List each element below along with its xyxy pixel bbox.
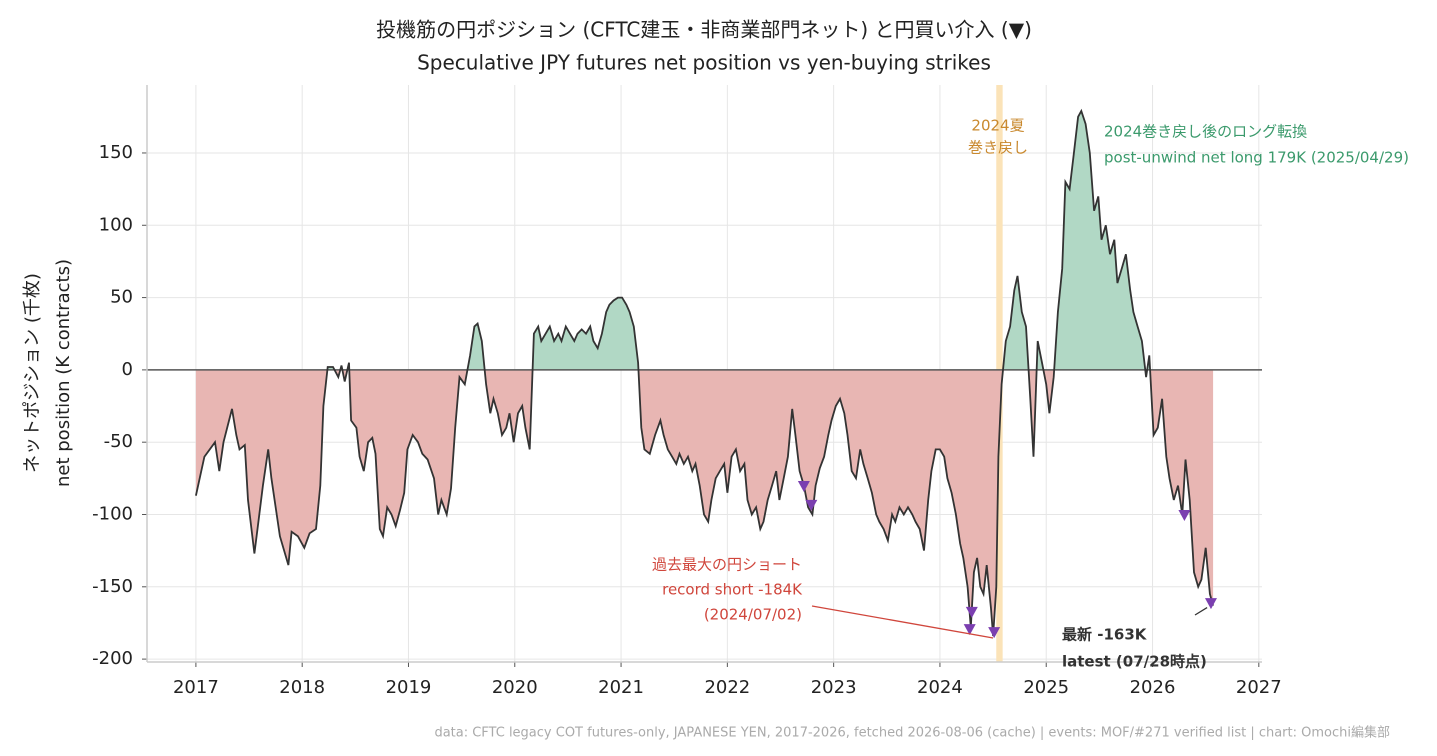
annotation: record short -184K xyxy=(662,581,803,599)
x-tick-label: 2022 xyxy=(704,677,750,698)
y-axis-label: net position (K contracts) xyxy=(53,259,74,487)
strike-marker xyxy=(1178,509,1191,521)
line xyxy=(195,108,1214,637)
strike-marker xyxy=(963,624,976,636)
annotation: 巻き戻し xyxy=(968,139,1028,157)
y-tick-label: -100 xyxy=(92,503,133,524)
x-tick-label: 2017 xyxy=(173,677,219,698)
annotation: 過去最大の円ショート xyxy=(652,556,802,574)
y-tick-label: -200 xyxy=(92,648,133,669)
annotation: (2024/07/02) xyxy=(704,606,802,624)
strike-marker xyxy=(1204,598,1217,610)
x-tick-label: 2021 xyxy=(598,677,644,698)
annotation-arrow xyxy=(811,605,994,639)
annotation: latest (07/28時点) xyxy=(1062,653,1207,671)
y-axis-label: ネットポジション (千枚) xyxy=(22,273,43,473)
y-tick-label: -50 xyxy=(104,431,133,452)
strike-marker xyxy=(988,627,1001,639)
area-positive xyxy=(327,111,1151,370)
strike-marker xyxy=(965,606,978,618)
x-tick-label: 2020 xyxy=(492,677,538,698)
annotation: 最新 -163K xyxy=(1062,626,1148,644)
y-tick-label: -150 xyxy=(92,576,133,597)
x-tick-label: 2019 xyxy=(386,677,432,698)
x-tick-label: 2027 xyxy=(1236,677,1282,698)
y-tick-label: 0 xyxy=(122,359,133,380)
y-tick-label: 100 xyxy=(99,214,133,235)
chart-title: 投機筋の円ポジション (CFTC建玉・非商業部門ネット) と円買い介入 (▼) xyxy=(376,18,1032,42)
x-tick-label: 2023 xyxy=(811,677,857,698)
source-note: data: CFTC legacy COT futures-only, JAPA… xyxy=(434,725,1390,741)
chart-subtitle: Speculative JPY futures net position vs … xyxy=(417,51,991,75)
annotation: 2024夏 xyxy=(971,117,1024,135)
x-tick-label: 2026 xyxy=(1130,677,1176,698)
area-negative xyxy=(195,369,1214,636)
x-tick-label: 2025 xyxy=(1023,677,1069,698)
annotation-arrow xyxy=(1194,607,1208,616)
x-tick-label: 2024 xyxy=(917,677,963,698)
annotation: 2024巻き戻し後のロング転換 xyxy=(1104,123,1307,141)
x-tick-label: 2018 xyxy=(279,677,325,698)
y-tick-label: 150 xyxy=(99,142,133,163)
annotation: post-unwind net long 179K (2025/04/29) xyxy=(1104,149,1409,167)
strike-marker xyxy=(805,499,818,511)
strike-marker xyxy=(797,481,810,493)
y-tick-label: 50 xyxy=(110,287,133,308)
